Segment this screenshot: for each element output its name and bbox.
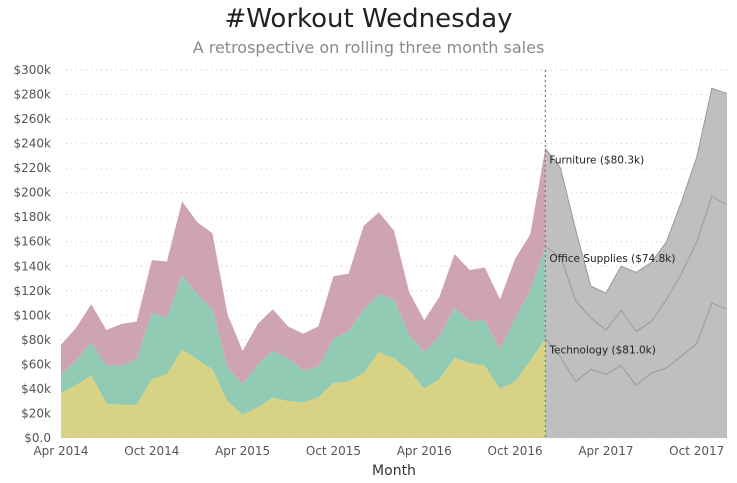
annotation-label: Furniture ($80.3k) — [549, 154, 644, 166]
y-tick-label: $80k — [21, 333, 51, 347]
y-tick-label: $60k — [21, 357, 51, 371]
series-area-technology — [61, 338, 546, 438]
y-tick-label: $240k — [14, 137, 52, 151]
x-tick-label: Apr 2017 — [578, 444, 633, 458]
y-tick-label: $280k — [14, 88, 52, 102]
y-tick-label: $180k — [14, 210, 52, 224]
chart-subtitle: A retrospective on rolling three month s… — [192, 38, 545, 57]
y-tick-label: $20k — [21, 406, 51, 420]
forecast-line-technology — [544, 302, 728, 386]
x-axis: Apr 2014 Oct 2014 Apr 2015 Oct 2015 Apr 2016… — [33, 444, 724, 458]
y-axis: $0.0 $20k $40k $60k $80k $100k $120k $140k $160k… — [14, 63, 52, 445]
chart-title: #Workout Wednesday — [224, 4, 513, 34]
y-tick-label: $120k — [14, 284, 52, 298]
forecast-line-office-supplies — [545, 195, 728, 332]
series-area-furniture — [61, 148, 546, 385]
x-tick-label: Oct 2017 — [669, 444, 724, 458]
area-series — [61, 148, 546, 438]
x-tick-label: Oct 2014 — [124, 444, 179, 458]
forecast-area-fill — [545, 88, 727, 439]
forecast-line-total — [544, 87, 728, 294]
y-tick-label: $200k — [14, 186, 52, 200]
y-tick-label: $140k — [14, 259, 52, 273]
x-tick-label: Apr 2014 — [33, 444, 88, 458]
y-tick-label: $220k — [14, 161, 52, 175]
annotation-label: Technology ($81.0k) — [548, 345, 656, 357]
annotation-label: Office Supplies ($74.8k) — [549, 253, 675, 265]
series-area-office-supplies — [61, 246, 546, 415]
y-tick-label: $300k — [14, 63, 52, 77]
annotations: Furniture ($80.3k) Office Supplies ($74.8… — [548, 154, 675, 356]
forecast-area — [544, 70, 728, 439]
x-tick-label: Oct 2016 — [488, 444, 543, 458]
y-tick-label: $160k — [14, 235, 52, 249]
x-axis-label: Month — [372, 463, 416, 479]
x-tick-label: Apr 2016 — [397, 444, 452, 458]
y-tick-label: $260k — [14, 112, 52, 126]
y-tick-label: $100k — [14, 308, 52, 322]
y-tick-label: $40k — [21, 382, 51, 396]
x-tick-label: Oct 2015 — [306, 444, 361, 458]
y-tick-label: $0.0 — [24, 431, 51, 445]
x-tick-label: Apr 2015 — [215, 444, 270, 458]
